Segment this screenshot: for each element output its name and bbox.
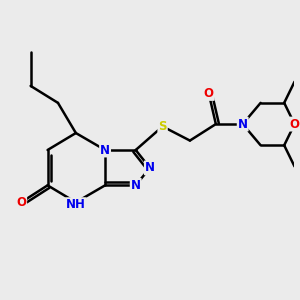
Text: N: N bbox=[238, 118, 248, 130]
Text: S: S bbox=[158, 120, 167, 133]
Text: O: O bbox=[16, 196, 26, 209]
Text: N: N bbox=[100, 143, 110, 157]
Text: NH: NH bbox=[66, 198, 86, 211]
Text: N: N bbox=[145, 161, 155, 174]
Text: O: O bbox=[290, 118, 300, 130]
Text: N: N bbox=[131, 179, 141, 192]
Text: O: O bbox=[204, 87, 214, 100]
